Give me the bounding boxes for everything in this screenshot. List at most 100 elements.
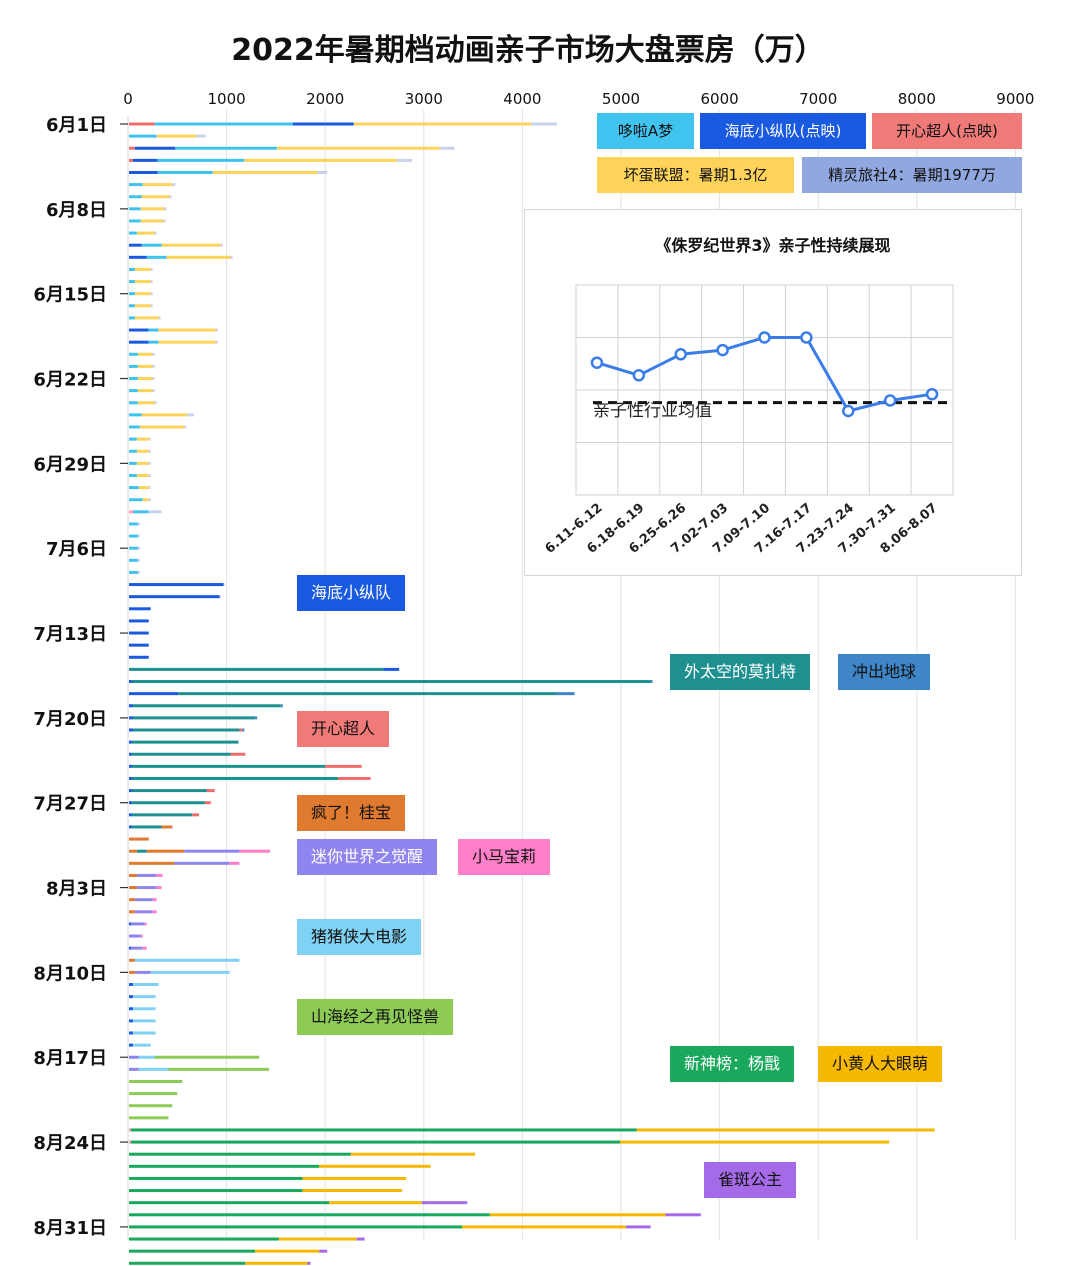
bar-segment-minions (255, 1249, 320, 1253)
bar-segment-badguys (137, 401, 155, 405)
bar-segment-gui (129, 898, 135, 902)
bar-segment-other_small (150, 267, 153, 271)
date-label: 6月1日 (46, 115, 107, 136)
bar-segment-mozart (131, 752, 231, 756)
bar-segment-mini (184, 849, 240, 853)
bar-segment-other_small (184, 425, 187, 429)
bar-segment-pigman (132, 995, 156, 999)
bar-segment-mini (136, 886, 157, 890)
bar-segment-doraemon (129, 364, 138, 368)
date-label: 7月6日 (46, 539, 107, 560)
bar-segment-badguys (136, 473, 149, 477)
bar-segment-badguys (136, 231, 155, 235)
bar-segment-dino (129, 255, 147, 259)
bar-segment-pink_legend (129, 1128, 131, 1132)
bar-segment-other_small (215, 328, 218, 332)
bar-segment-happy (170, 825, 173, 829)
bar-segment-mini (130, 946, 143, 950)
bar-segment-yangjian (129, 1225, 463, 1229)
bar-segment-dino (129, 595, 220, 599)
bar-segment-doraemon (129, 425, 140, 429)
bar-segment-dino (129, 825, 132, 829)
bar-segment-pigman (134, 958, 240, 962)
date-label: 7月13日 (33, 624, 107, 645)
bar-segment-badguys (353, 122, 532, 126)
bar-segment-other_small (150, 304, 153, 308)
bar-segment-other_small (172, 183, 176, 187)
bar-segment-doraemon (148, 328, 159, 332)
bar-segment-mini (174, 861, 230, 865)
bar-segment-happy (129, 122, 155, 126)
bar-segment-pigman (132, 983, 159, 987)
bar-segment-doraemon (129, 207, 141, 211)
inset-point (925, 387, 939, 401)
legend-item: 海底小纵队(点映) (700, 113, 866, 149)
bar-segment-badguys (166, 255, 231, 259)
bar-segment-badguys (134, 292, 151, 296)
bar-segment-yangjian (129, 1237, 279, 1241)
bar-segment-mozart (129, 667, 384, 671)
x-tick-label: 6000 (701, 90, 739, 108)
bar-segment-other_small (137, 546, 140, 550)
bar-segment-doraemon (129, 401, 138, 405)
bar-segment-mozart (131, 813, 193, 817)
inset-point (842, 404, 855, 418)
bar-segment-doraemon (148, 340, 159, 344)
bar-segment-other_small (148, 461, 151, 465)
bar-segment-dino (129, 170, 158, 174)
bar-segment-other_small (152, 389, 155, 393)
bar-segment-mozart (131, 825, 162, 829)
bar-segment-pigman (132, 1043, 151, 1047)
bar-segment-yangjian (129, 1249, 256, 1253)
bar-segment-badguys (134, 280, 151, 284)
bar-segment-dino (129, 728, 133, 732)
bar-segment-doraemon (146, 255, 167, 259)
date-label: 8月17日 (33, 1048, 107, 1069)
bar-segment-bird (421, 1201, 468, 1205)
bar-segment-yangjian (129, 1261, 246, 1265)
bar-segment-other_small (137, 522, 140, 526)
bar-segment-minions (489, 1213, 666, 1217)
legend-item: 哆啦A梦 (597, 113, 694, 149)
bar-segment-other_small (158, 316, 161, 320)
bar-segment-minions (462, 1225, 626, 1229)
inset-point (800, 331, 813, 344)
bar-segment-other_small (148, 510, 162, 514)
bar-segment-doraemon (129, 377, 138, 381)
date-label: 8月31日 (33, 1218, 107, 1239)
bar-segment-dino (129, 813, 132, 817)
bar-segment-other_small (150, 280, 153, 284)
bar-segment-doraemon (132, 510, 149, 514)
bar-segment-mozart (131, 776, 339, 780)
bar-segment-dino (129, 995, 133, 999)
date-label: 7月20日 (33, 709, 107, 730)
bar-segment-rush (280, 704, 283, 708)
bar-segment-mini (129, 1067, 139, 1071)
film-tag: 雀斑公主 (704, 1162, 797, 1198)
bar-segment-other_small (220, 243, 223, 247)
bar-segment-minions (350, 1152, 476, 1156)
bar-segment-doraemon (129, 183, 143, 187)
bar-segment-dino (129, 643, 149, 647)
bar-segment-doraemon (129, 449, 137, 453)
bar-segment-bird (665, 1213, 701, 1217)
bar-segment-doraemon (129, 134, 157, 138)
date-label: 6月22日 (33, 370, 107, 391)
bar-segment-gui (129, 849, 137, 853)
bar-segment-minions (636, 1128, 935, 1132)
bar-segment-pigman (132, 1007, 156, 1011)
bar-segment-bird (356, 1237, 365, 1241)
x-axis-tick-labels: 0 1000 2000 3000 4000 5000 6000 7000 8000 9000 (123, 90, 1034, 108)
bar-segment-gui (129, 837, 149, 841)
bar-segment-doraemon (129, 486, 139, 490)
bar-segment-badguys (134, 304, 151, 308)
bar-segment-doraemon (129, 292, 135, 296)
bar-segment-gui (161, 825, 171, 829)
x-tick-label: 4000 (503, 90, 541, 108)
bar-segment-badguys (142, 498, 149, 502)
bar-segment-happy (206, 789, 215, 793)
bar-segment-dino (129, 776, 132, 780)
bar-segment-pony (156, 873, 163, 877)
bar-segment-pink_legend (129, 510, 133, 514)
